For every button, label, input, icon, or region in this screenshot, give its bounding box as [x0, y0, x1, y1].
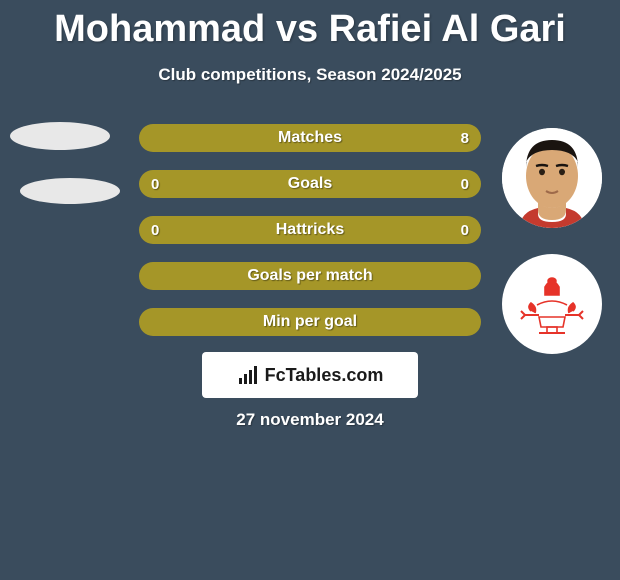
stats-container: Matches 8 0 Goals 0 0 Hattricks 0 Goals …	[139, 124, 481, 354]
club-logo-icon	[517, 269, 587, 339]
stat-value-right: 0	[461, 222, 469, 239]
page-title: Mohammad vs Rafiei Al Gari	[0, 0, 620, 51]
player-left-avatar-2	[20, 178, 120, 204]
stat-bar-goals-per-match: Goals per match	[139, 262, 481, 290]
stat-label: Min per goal	[263, 313, 357, 331]
stat-label: Matches	[278, 129, 342, 147]
stat-bar-goals: 0 Goals 0	[139, 170, 481, 198]
brand-text: FcTables.com	[265, 365, 384, 386]
player-face-icon	[502, 128, 602, 228]
stat-bar-min-per-goal: Min per goal	[139, 308, 481, 336]
stat-bar-hattricks: 0 Hattricks 0	[139, 216, 481, 244]
stat-value-right: 0	[461, 176, 469, 193]
page-subtitle: Club competitions, Season 2024/2025	[0, 65, 620, 85]
stat-value-left: 0	[151, 176, 159, 193]
stat-label: Goals per match	[247, 267, 372, 285]
stat-bar-matches: Matches 8	[139, 124, 481, 152]
brand-chart-icon	[237, 364, 259, 386]
club-right-logo	[502, 254, 602, 354]
date-label: 27 november 2024	[0, 410, 620, 430]
branding-badge: FcTables.com	[202, 352, 418, 398]
stat-value-left: 0	[151, 222, 159, 239]
stat-label: Hattricks	[276, 221, 344, 239]
stat-label: Goals	[288, 175, 332, 193]
player-left-avatar-1	[10, 122, 110, 150]
stat-value-right: 8	[461, 130, 469, 147]
player-right-avatar	[502, 128, 602, 228]
